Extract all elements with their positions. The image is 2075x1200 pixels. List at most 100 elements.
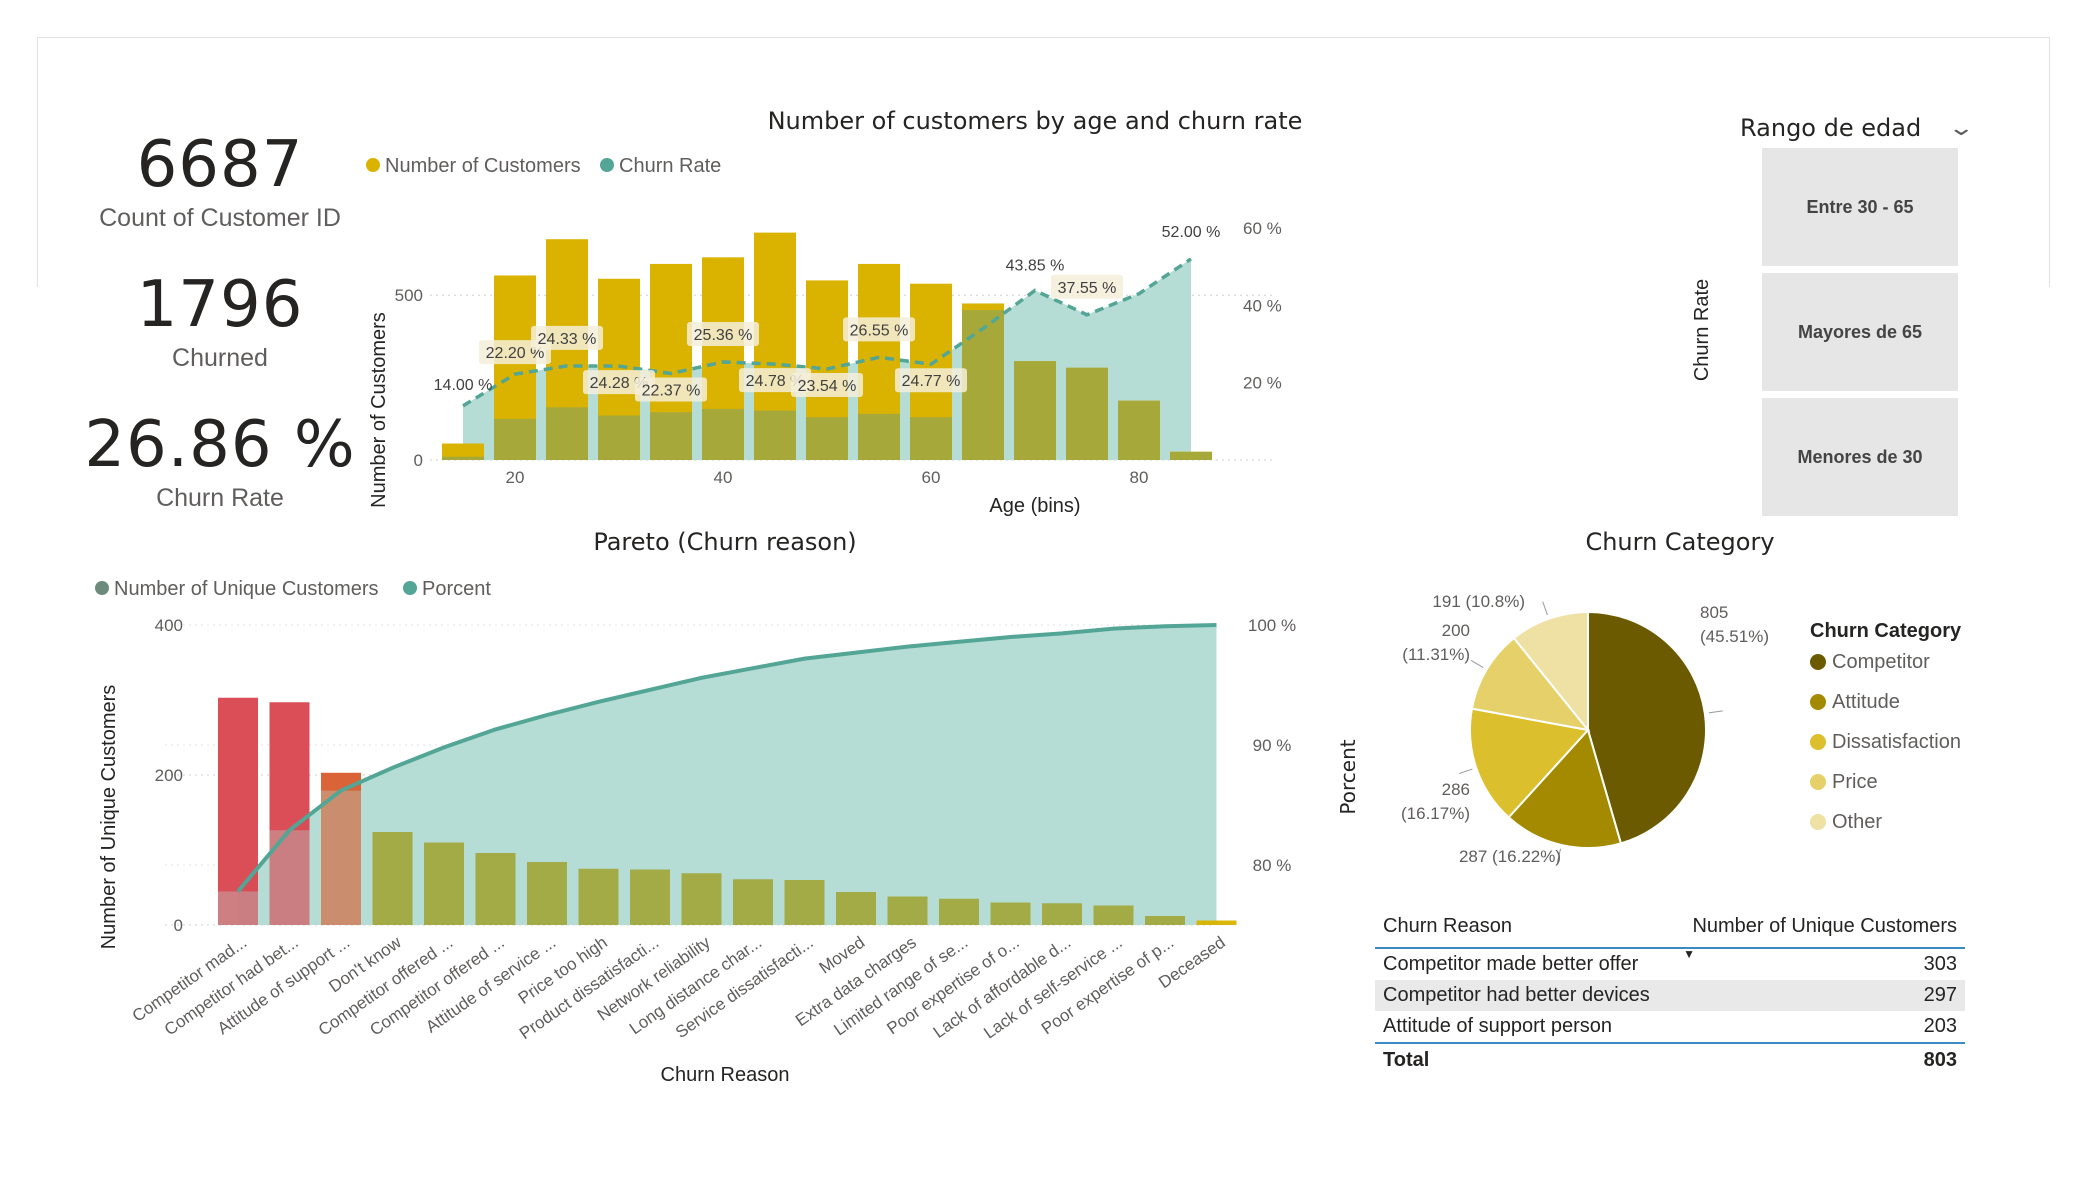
- legend-title: Churn Category: [1810, 620, 1962, 642]
- legend-marker-customers: [366, 158, 380, 172]
- slicer-option-30-65[interactable]: Entre 30 - 65: [1762, 148, 1958, 266]
- sort-descending-icon[interactable]: ▼: [1683, 947, 1695, 961]
- reason-bar: [372, 832, 413, 925]
- churn-reason-table: Churn Reason Number of Unique Customers …: [1375, 905, 1965, 1076]
- table-cell: 303: [1923, 953, 1957, 975]
- data-label: 286: [1442, 780, 1470, 799]
- y-tick-label: 0: [174, 916, 183, 935]
- data-label: 22.37 %: [642, 383, 701, 400]
- chart-legend[interactable]: Number of Customers Churn Rate: [366, 155, 721, 177]
- legend-label-churn-rate: Churn Rate: [619, 155, 721, 177]
- churn-category-pie: Churn Category 805 (45.51%) 287 (16.22%) 28…: [1401, 528, 1962, 866]
- legend-label-customers: Number of Customers: [385, 155, 581, 177]
- data-label: 25.36 %: [694, 327, 753, 344]
- reason-bar: [475, 853, 516, 925]
- reason-bar: [424, 842, 464, 925]
- data-label-bg: [791, 372, 863, 397]
- leader-line: [1542, 601, 1548, 616]
- kpi-label: Churn Rate: [156, 484, 284, 512]
- reason-bar: [630, 869, 670, 925]
- y2-axis-title: Churn Rate: [1691, 279, 1713, 381]
- y2-tick-label: 80 %: [1253, 856, 1292, 875]
- data-label-bg: [895, 368, 967, 393]
- reason-bar: [836, 892, 876, 925]
- slicer-option-under-30[interactable]: Menores de 30: [1762, 398, 1958, 516]
- y-tick-label: 0: [414, 451, 423, 470]
- pie-slice: [1587, 610, 1707, 845]
- y-tick-label: 500: [395, 286, 423, 305]
- chevron-down-icon[interactable]: ⌄: [1946, 115, 1975, 141]
- reason-bar: [887, 896, 928, 925]
- y2-tick-label: 90 %: [1253, 736, 1292, 755]
- legend-label-unique-customers: Number of Unique Customers: [114, 578, 379, 600]
- kpi-value: 1796: [136, 268, 304, 342]
- slicer-option-over-65[interactable]: Mayores de 65: [1762, 273, 1958, 391]
- reason-bar: [733, 879, 773, 925]
- cumulative-area: [238, 625, 1217, 925]
- data-label: 14.00 %: [434, 377, 493, 394]
- legend-marker-churn-rate: [600, 158, 614, 172]
- x-tick-label: 60: [922, 468, 941, 487]
- chart-title: Pareto (Churn reason): [593, 528, 856, 556]
- data-label: 287 (16.22%): [1459, 847, 1561, 866]
- legend-label: Dissatisfaction: [1832, 731, 1961, 753]
- churned-bar: [1066, 367, 1108, 460]
- table-cell: Attitude of support person: [1383, 1015, 1613, 1037]
- reason-bar: [1196, 920, 1237, 925]
- kpi-customer-count: 6687 Count of Customer ID: [70, 128, 370, 233]
- reason-bar: [990, 902, 1031, 925]
- legend-label: Competitor: [1832, 651, 1930, 673]
- reason-bar: [527, 862, 567, 925]
- churned-bar: [806, 417, 848, 460]
- slicer-title: Rango de edad: [1740, 114, 1922, 142]
- churned-bar: [858, 413, 900, 460]
- churned-bar: [754, 410, 796, 460]
- report-border-right: [2049, 37, 2050, 287]
- report-border-left: [37, 37, 38, 287]
- churned-bar: [910, 417, 952, 460]
- legend-marker-porcent: [403, 581, 417, 595]
- pie-slice: [1507, 728, 1623, 849]
- table-total-label: Total: [1383, 1048, 1430, 1071]
- table-total-row: Total 803: [1375, 1042, 1965, 1076]
- table-header: Churn Reason Number of Unique Customers …: [1375, 905, 1965, 961]
- kpi-churned: 1796 Churned: [70, 268, 370, 373]
- data-label: 805: [1700, 603, 1728, 622]
- churned-bar: [1118, 400, 1160, 460]
- leader-line: [1470, 659, 1484, 668]
- reason-bar-overlay: [218, 891, 258, 925]
- reason-bar: [939, 898, 979, 925]
- y2-axis-title: Porcent: [1336, 739, 1355, 814]
- table-row: Attitude of support person 203: [1375, 1011, 1965, 1042]
- data-label: 24.33 %: [538, 331, 597, 348]
- legend-label-porcent: Porcent: [422, 578, 491, 600]
- churned-bar: [494, 418, 536, 460]
- data-label: 26.55 %: [850, 322, 909, 339]
- table-row: Competitor had better devices 297: [1375, 980, 1965, 1011]
- legend-marker-unique-customers: [95, 581, 109, 595]
- y-axis-title: Number of Customers: [368, 312, 390, 508]
- column-header-reason[interactable]: Churn Reason: [1383, 914, 1512, 937]
- reason-bar-overlay: [321, 790, 361, 925]
- data-label: 22.20 %: [486, 345, 545, 362]
- chart-legend[interactable]: Number of Unique Customers Porcent: [95, 578, 491, 600]
- x-axis-title: Age (bins): [989, 495, 1080, 517]
- table-cell: 297: [1923, 984, 1957, 1006]
- table-cell: 203: [1923, 1015, 1957, 1037]
- reason-bar: [1042, 903, 1082, 925]
- kpi-value: 6687: [136, 128, 304, 202]
- data-label: (16.17%): [1401, 804, 1470, 823]
- legend-label: Attitude: [1832, 691, 1900, 713]
- legend-label: Other: [1832, 811, 1882, 833]
- column-header-count[interactable]: Number of Unique Customers: [1692, 914, 1957, 937]
- leader-line: [1458, 768, 1473, 775]
- table-total-value: 803: [1923, 1048, 1957, 1071]
- reason-bar: [681, 873, 722, 925]
- x-tick-label: 20: [506, 468, 525, 487]
- x-axis-title: Churn Reason: [661, 1064, 790, 1086]
- legend-marker: [1810, 734, 1826, 750]
- table-row: Competitor made better offer 303: [1375, 949, 1965, 980]
- pie-slice: [1470, 636, 1591, 732]
- data-label-bg: [635, 377, 707, 402]
- leader-line: [1708, 710, 1723, 714]
